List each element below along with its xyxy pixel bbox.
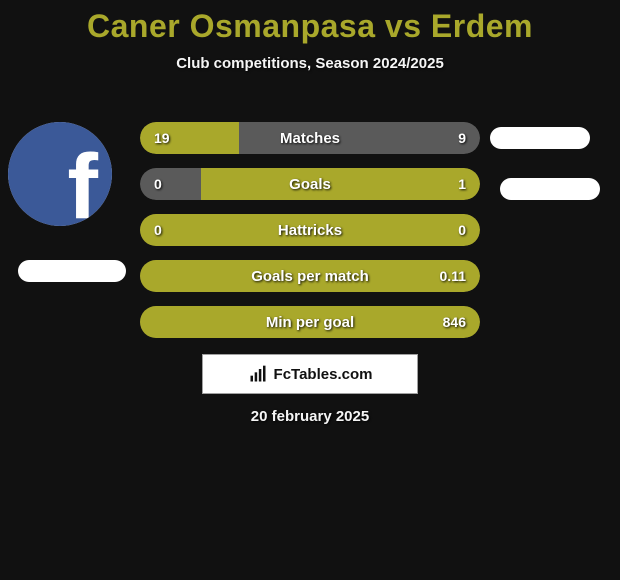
stat-row: 199Matches (140, 122, 480, 154)
brand-label: FcTables.com (274, 366, 373, 383)
brand-box[interactable]: FcTables.com (202, 354, 418, 394)
player-right-name-pill-2 (500, 178, 600, 200)
comparison-infographic: Caner Osmanpasa vs Erdem Club competitio… (0, 0, 620, 580)
stat-label: Hattricks (140, 214, 480, 246)
stats-region: 199Matches 01Goals 00Hattricks 0.11Goals pe… (140, 122, 480, 352)
stat-label: Goals per match (140, 260, 480, 292)
page-title: Caner Osmanpasa vs Erdem (0, 0, 620, 45)
stat-row: 846Min per goal (140, 306, 480, 338)
stat-row: 00Hattricks (140, 214, 480, 246)
page-subtitle: Club competitions, Season 2024/2025 (0, 55, 620, 72)
player-left-avatar (8, 122, 112, 226)
player-left-name-pill (18, 260, 126, 282)
bar-chart-icon (248, 364, 268, 384)
stat-label: Matches (140, 122, 480, 154)
player-right-name-pill-1 (490, 127, 590, 149)
facebook-icon (8, 122, 112, 226)
stat-label: Min per goal (140, 306, 480, 338)
date-label: 20 february 2025 (0, 408, 620, 425)
stat-label: Goals (140, 168, 480, 200)
stat-row: 01Goals (140, 168, 480, 200)
stat-row: 0.11Goals per match (140, 260, 480, 292)
